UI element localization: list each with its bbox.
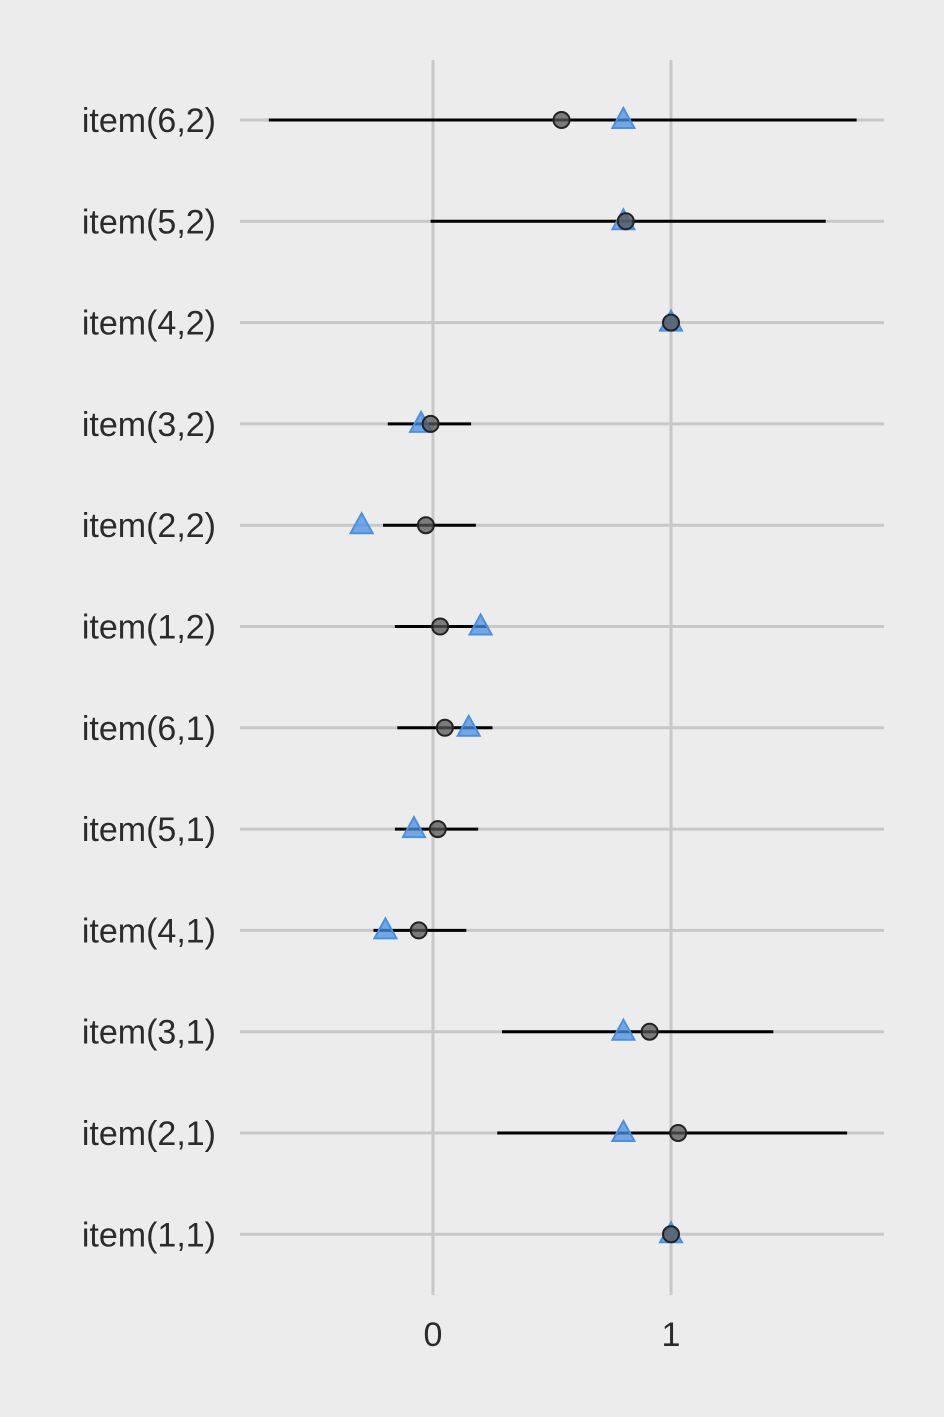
- y-tick-label: item(6,1): [82, 710, 216, 748]
- true-value-marker: [610, 1118, 637, 1142]
- y-tick-label: item(4,2): [82, 305, 216, 343]
- estimate-point: [662, 1225, 680, 1244]
- y-tick-label: item(3,1): [82, 1014, 216, 1052]
- x-tick-label: 1: [662, 1316, 681, 1354]
- estimate-point: [669, 1124, 688, 1142]
- true-value-marker: [348, 511, 375, 535]
- y-tick-label: item(5,1): [82, 811, 216, 849]
- y-tick-label: item(3,2): [82, 406, 216, 444]
- true-value-marker: [610, 105, 637, 129]
- estimate-point: [435, 718, 454, 737]
- x-tick-label: 0: [424, 1316, 443, 1354]
- y-tick-label: item(5,2): [82, 203, 216, 241]
- estimate-point: [662, 313, 680, 332]
- y-tick-label: item(1,1): [82, 1216, 216, 1254]
- true-value-marker: [467, 612, 494, 636]
- estimate-point: [616, 212, 635, 231]
- estimate-point: [428, 820, 447, 839]
- estimate-point: [409, 921, 428, 940]
- true-value-marker: [401, 815, 427, 839]
- estimate-point: [640, 1022, 659, 1041]
- y-tick-label: item(2,2): [82, 507, 216, 545]
- true-value-marker: [610, 1017, 637, 1041]
- true-value-marker: [372, 916, 399, 940]
- estimate-point: [552, 111, 571, 129]
- y-tick-label: item(4,1): [82, 912, 216, 950]
- estimate-point: [431, 617, 450, 636]
- estimate-point: [416, 516, 435, 535]
- true-value-marker: [456, 713, 482, 737]
- y-tick-label: item(6,2): [82, 102, 216, 140]
- estimate-point: [421, 414, 440, 433]
- y-tick-label: item(1,2): [82, 609, 216, 647]
- y-tick-label: item(2,1): [82, 1115, 216, 1153]
